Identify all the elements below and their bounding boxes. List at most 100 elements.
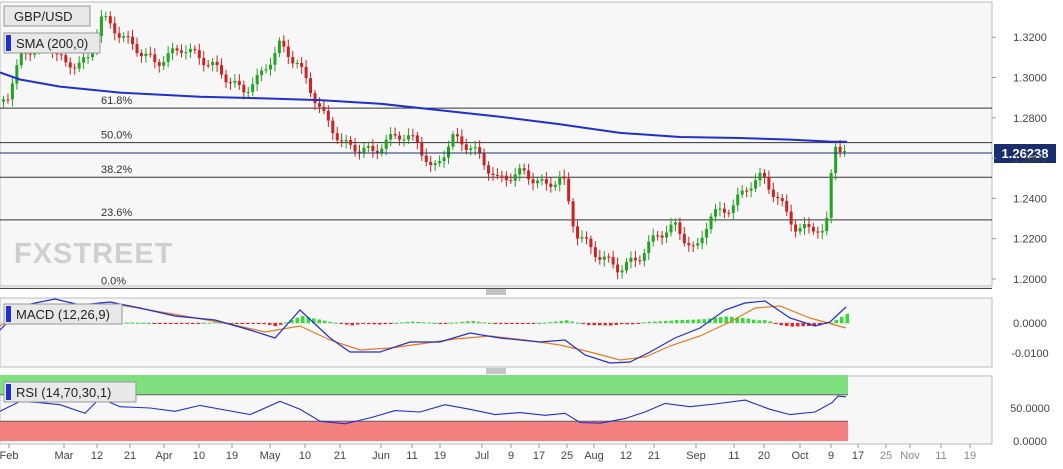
macd-histogram-bar (609, 323, 613, 326)
candle-body (580, 237, 584, 239)
candle-body (656, 235, 660, 237)
time-axis-label: 21 (124, 450, 136, 462)
main-macd-resize-handle[interactable] (486, 289, 506, 295)
macd-axis-label: 0.0000 (1013, 318, 1047, 330)
macd-histogram-bar (702, 319, 706, 323)
macd-histogram-bar (383, 323, 387, 325)
time-axis-label: 9 (508, 450, 514, 462)
candle-body (224, 74, 228, 83)
macd-axis-label: -0.0100 (1011, 348, 1048, 360)
candle-body (682, 233, 686, 244)
macd-histogram-bar (400, 322, 404, 324)
candle-body (113, 23, 117, 34)
macd-histogram-bar (471, 321, 475, 323)
instrument-tag: GBP/USD (3, 5, 91, 27)
candle-body (696, 243, 700, 246)
time-axis-label: May (260, 450, 281, 462)
candle-body (424, 155, 428, 162)
candle-body (789, 211, 793, 225)
candle-body (611, 257, 615, 265)
candle-body (126, 36, 130, 38)
sma-legend-label: SMA (200,0) (16, 36, 88, 51)
candle-body (807, 224, 811, 227)
macd-histogram-bar (504, 323, 508, 324)
candle-body (211, 61, 215, 66)
macd-histogram-bar (378, 323, 382, 325)
time-axis-label: 17 (852, 450, 864, 462)
macd-histogram-bar (587, 323, 591, 325)
candle-body (767, 176, 771, 190)
macd-rsi-resize-handle[interactable] (486, 368, 506, 374)
candle-body (82, 57, 86, 63)
macd-histogram-bar (592, 323, 596, 326)
macd-histogram-bar (482, 322, 486, 324)
candle-body (326, 110, 330, 121)
macd-histogram-bar (559, 320, 563, 323)
macd-line (0, 298, 847, 364)
candle-body (509, 180, 513, 182)
macd-histogram-bar (675, 320, 679, 323)
macd-histogram-bar (411, 321, 415, 323)
candle-body (358, 151, 361, 153)
candle-body (291, 57, 295, 64)
candle-body (500, 175, 504, 177)
candle-body (215, 61, 219, 66)
candle-body (86, 57, 90, 59)
candle-body (184, 52, 188, 54)
candle-body (233, 80, 237, 83)
macd-histogram-bar (499, 323, 503, 324)
candle-body (64, 55, 68, 63)
price-axis-label: 1.2000 (1013, 274, 1047, 286)
macd-histogram-bar (669, 320, 673, 323)
candle-body (722, 208, 726, 213)
candle-body (642, 253, 646, 261)
macd-histogram-bar (680, 319, 684, 323)
macd-histogram-bar (488, 322, 492, 324)
fib-level-label: 50.0% (101, 130, 132, 142)
fib-level-label: 61.8% (101, 95, 132, 107)
time-axis-label: 12 (620, 450, 632, 462)
candle-body (59, 54, 63, 56)
macd-histogram-bar (169, 323, 173, 324)
candle-body (531, 179, 535, 184)
macd-histogram-bar (642, 322, 646, 324)
candle-body (10, 83, 14, 100)
time-axis-label: 25 (561, 450, 573, 462)
macd-histogram-bar (713, 317, 717, 323)
candle-body (803, 224, 806, 229)
macd-histogram-bar (636, 323, 640, 324)
candle-body (73, 67, 77, 69)
candle-body (246, 91, 250, 93)
candle-body (638, 260, 642, 262)
candle-body (478, 147, 482, 154)
time-axis-label: 21 (334, 450, 346, 462)
macd-histogram-bar (125, 322, 129, 324)
candle-body (362, 147, 366, 153)
macd-histogram-bar (317, 319, 321, 323)
candle-body (406, 135, 410, 140)
time-axis-label: 19 (226, 450, 238, 462)
candle-body (776, 196, 780, 199)
candle-body (700, 237, 704, 244)
candle-body (335, 133, 339, 141)
macd-histogram-bar (631, 323, 635, 325)
candle-body (731, 205, 735, 213)
candle-body (843, 151, 847, 153)
candle-body (99, 16, 103, 36)
macd-histogram-bar (834, 319, 838, 323)
candle-body (838, 146, 842, 153)
macd-histogram-bar (493, 323, 497, 324)
macd-histogram-bar (790, 323, 794, 327)
macd-histogram-bar (510, 323, 514, 324)
macd-histogram-bar (724, 316, 728, 323)
macd-legend-label: MACD (12,26,9) (16, 307, 110, 322)
candle-body (825, 217, 829, 232)
candle-body (104, 16, 108, 18)
macd-histogram-bar (779, 323, 783, 326)
candle-body (629, 257, 633, 262)
candle-body (571, 201, 575, 227)
macd-histogram-bar (460, 321, 464, 323)
candle-body (237, 80, 241, 85)
candle-body (398, 135, 402, 140)
candle-body (15, 65, 19, 84)
